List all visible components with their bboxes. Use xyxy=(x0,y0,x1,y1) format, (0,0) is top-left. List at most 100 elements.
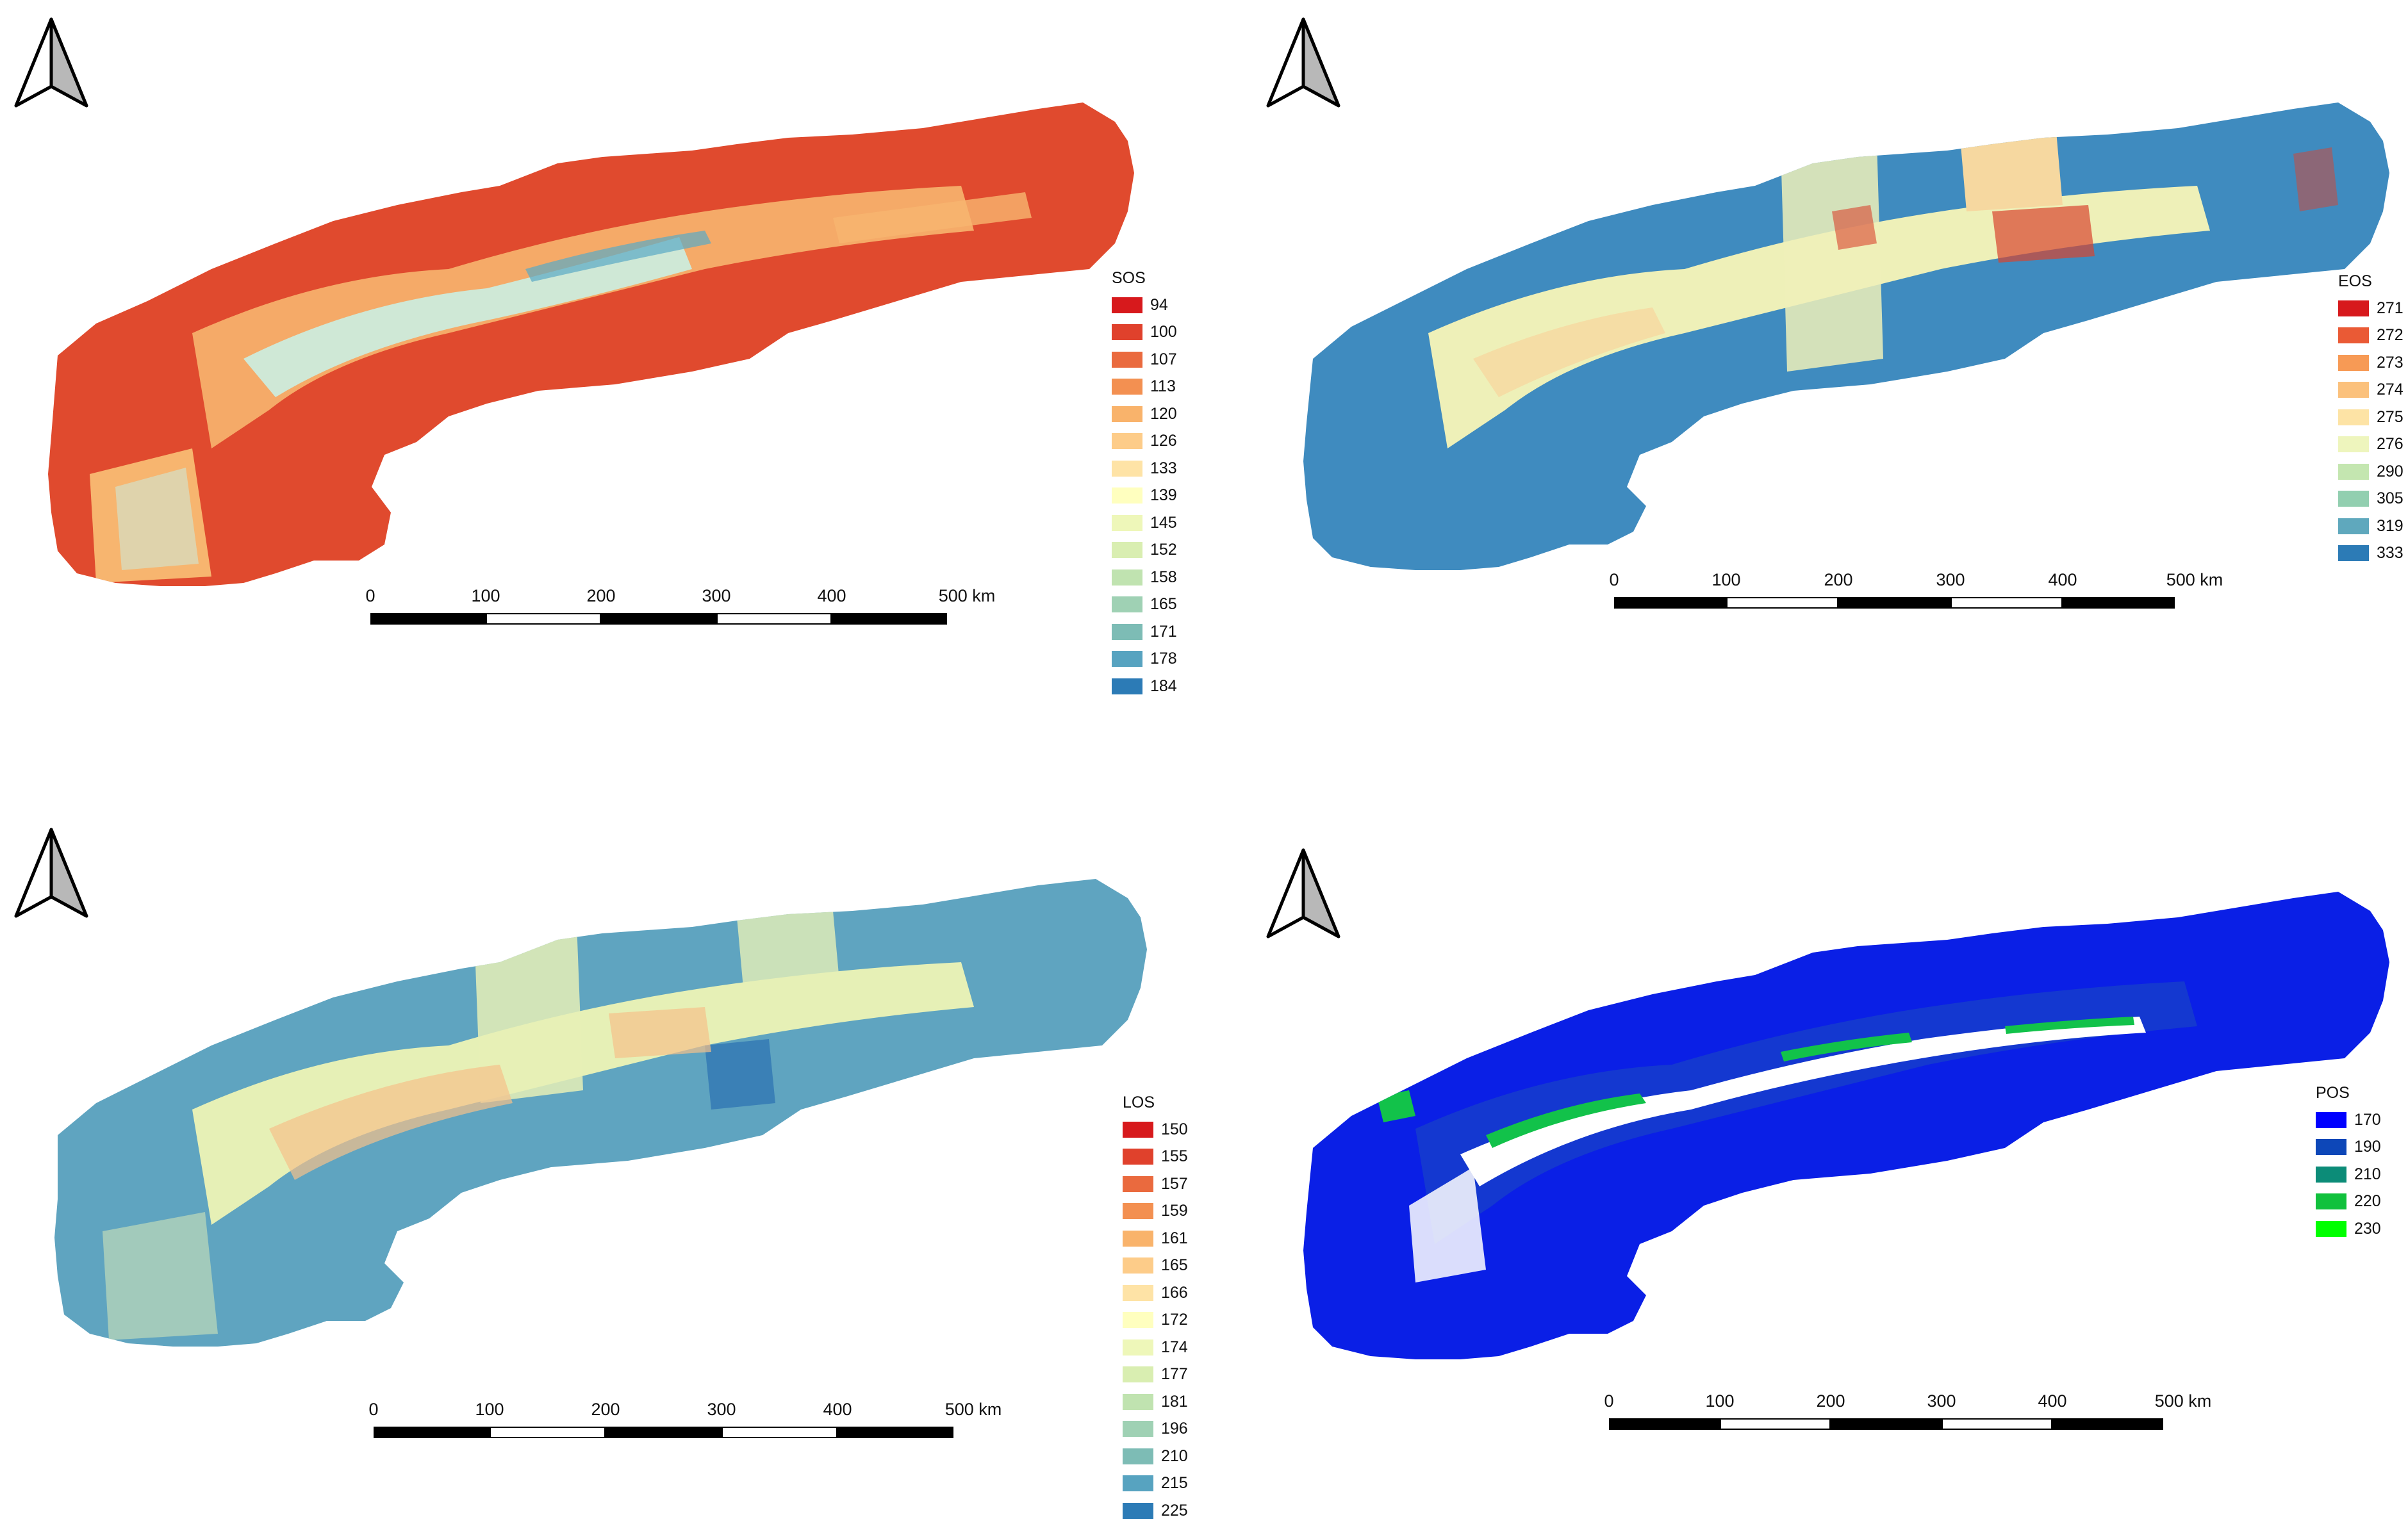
pos-map xyxy=(1303,892,2389,1359)
legend-swatch xyxy=(1112,569,1142,586)
legend-swatch xyxy=(1112,596,1142,613)
legend-item: 178 xyxy=(1112,646,1177,673)
scale-segment xyxy=(1831,1418,1942,1430)
scale-label: 100 xyxy=(475,1400,504,1419)
scale-segment xyxy=(2052,1418,2163,1430)
legend-item: 184 xyxy=(1112,673,1177,700)
legend-label: 171 xyxy=(1150,622,1177,641)
panel-pos: POS 170 190 210 220 230 0 100 200 300 400 500 km xyxy=(1204,770,2408,1540)
legend-item: 145 xyxy=(1112,509,1177,537)
scale-label: 100 xyxy=(1705,1391,1735,1411)
legend-label: 178 xyxy=(1150,650,1177,668)
legend-item: 126 xyxy=(1112,428,1177,455)
scale-label: 200 xyxy=(1816,1391,1845,1411)
pos-scalebar: 0 100 200 300 400 500 km xyxy=(1604,1391,2211,1449)
scale-segment xyxy=(1609,1418,1720,1430)
legend-swatch xyxy=(1123,1284,1153,1301)
legend-label: 273 xyxy=(2377,353,2404,372)
legend-swatch xyxy=(2338,300,2369,316)
legend-swatch xyxy=(1112,460,1142,477)
legend-title: POS xyxy=(2316,1084,2350,1102)
legend-swatch xyxy=(1123,1230,1153,1247)
legend-swatch xyxy=(1123,1393,1153,1410)
legend-label: 120 xyxy=(1150,404,1177,423)
legend-item: 210 xyxy=(1123,1443,1188,1470)
legend-label: 159 xyxy=(1161,1202,1188,1220)
legend-item: 305 xyxy=(2338,486,2404,513)
north-arrow-icon xyxy=(14,828,88,918)
legend-item: 174 xyxy=(1123,1334,1188,1361)
legend-item: 290 xyxy=(2338,458,2404,486)
legend-label: 166 xyxy=(1161,1283,1188,1302)
legend-swatch xyxy=(1123,1339,1153,1356)
legend-swatch xyxy=(1123,1175,1153,1192)
legend-swatch xyxy=(1123,1312,1153,1329)
scale-label: 400 xyxy=(2038,1391,2067,1411)
scale-segment xyxy=(601,613,716,625)
legend-item: 165 xyxy=(1123,1252,1188,1280)
scale-label: 400 xyxy=(823,1400,852,1419)
legend-label: 161 xyxy=(1161,1229,1188,1247)
legend-swatch xyxy=(2316,1220,2346,1237)
scale-label: 0 xyxy=(368,1400,379,1419)
legend-title: SOS xyxy=(1112,269,1146,287)
legend-swatch xyxy=(2338,354,2369,371)
sos-scalebar: 0 100 200 300 400 500 km xyxy=(365,586,995,644)
scale-segment xyxy=(832,613,947,625)
legend-item: 165 xyxy=(1112,591,1177,619)
legend-swatch xyxy=(2338,545,2369,562)
legend-swatch xyxy=(2316,1111,2346,1128)
legend-swatch xyxy=(1112,678,1142,694)
scale-label: 400 xyxy=(817,586,846,605)
legend-swatch xyxy=(1123,1257,1153,1274)
legend-label: 230 xyxy=(2354,1219,2381,1238)
north-arrow-icon xyxy=(1266,17,1340,108)
legend-label: 275 xyxy=(2377,407,2404,426)
legend-swatch xyxy=(2316,1139,2346,1156)
scale-label: 500 km xyxy=(2154,1391,2212,1411)
legend-item: 166 xyxy=(1123,1279,1188,1307)
eos-legend: EOS 271 272 273 274 275 276 290 305 319 333 xyxy=(2338,272,2404,567)
scale-label: 200 xyxy=(586,586,616,605)
legend-label: 290 xyxy=(2377,462,2404,480)
panel-sos: SOS 94 100 107 113 120 126 133 139 145 152 158 165 1… xyxy=(0,0,1204,770)
legend-swatch xyxy=(2338,327,2369,344)
legend-swatch xyxy=(1112,651,1142,668)
legend-swatch xyxy=(2338,382,2369,398)
legend-label: 319 xyxy=(2377,516,2404,535)
legend-item: 171 xyxy=(1112,618,1177,646)
legend-swatch xyxy=(1123,1448,1153,1464)
legend-label: 155 xyxy=(1161,1147,1188,1166)
legend-swatch xyxy=(1112,433,1142,450)
legend-item: 275 xyxy=(2338,404,2404,431)
legend-label: 274 xyxy=(2377,381,2404,399)
legend-item: 271 xyxy=(2338,295,2404,322)
scale-segment xyxy=(1950,597,2063,609)
legend-swatch xyxy=(2338,491,2369,507)
scale-segment xyxy=(370,613,486,625)
legend-swatch xyxy=(1123,1421,1153,1438)
scale-label: 100 xyxy=(1711,570,1741,589)
legend-swatch xyxy=(1112,297,1142,313)
scale-segment xyxy=(1838,597,1950,609)
legend-item: 120 xyxy=(1112,400,1177,428)
legend-label: 276 xyxy=(2377,435,2404,454)
panel-los: LOS 150 155 157 159 161 165 166 172 174 177 181 196… xyxy=(0,770,1204,1540)
legend-item: 274 xyxy=(2338,377,2404,404)
pos-legend: POS 170 190 210 220 230 xyxy=(2316,1084,2381,1243)
legend-label: 177 xyxy=(1161,1365,1188,1384)
legend-item: 100 xyxy=(1112,319,1177,347)
legend-label: 157 xyxy=(1161,1174,1188,1193)
legend-item: 139 xyxy=(1112,482,1177,510)
scale-segment xyxy=(606,1427,722,1438)
legend-label: 181 xyxy=(1161,1392,1188,1411)
legend-swatch xyxy=(1112,623,1142,640)
scale-segment xyxy=(837,1427,953,1438)
scale-segment xyxy=(1720,1418,1831,1430)
scale-segment xyxy=(722,1427,837,1438)
scale-label: 0 xyxy=(1609,570,1619,589)
legend-item: 319 xyxy=(2338,512,2404,540)
legend-label: 272 xyxy=(2377,326,2404,345)
scale-segment xyxy=(1942,1418,2052,1430)
scale-label: 0 xyxy=(365,586,375,605)
